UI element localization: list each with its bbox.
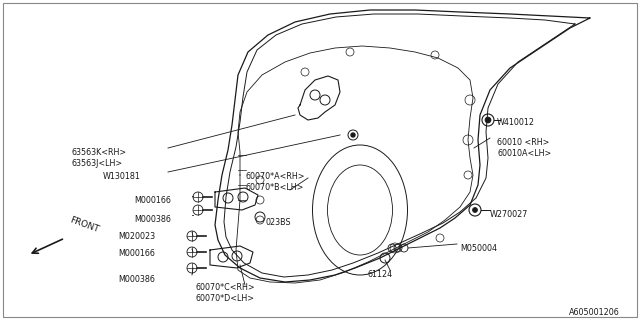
Circle shape [351,133,355,137]
Text: M000386: M000386 [134,215,171,224]
Text: 60010 <RH>
60010A<LH>: 60010 <RH> 60010A<LH> [497,138,551,158]
Circle shape [472,207,477,212]
Text: A605001206: A605001206 [569,308,620,317]
Text: M000166: M000166 [134,196,171,205]
Circle shape [485,117,491,123]
Text: W270027: W270027 [490,210,529,219]
Text: W130181: W130181 [103,172,141,181]
Text: M000386: M000386 [118,275,155,284]
Text: 023BS: 023BS [265,218,291,227]
Text: 61124: 61124 [367,270,392,279]
Text: M050004: M050004 [460,244,497,253]
Text: W410012: W410012 [497,118,535,127]
Text: 60070*A<RH>
60070*B<LH>: 60070*A<RH> 60070*B<LH> [245,172,305,192]
Text: FRONT: FRONT [68,215,100,234]
Text: 63563K<RH>
63563J<LH>: 63563K<RH> 63563J<LH> [72,148,127,168]
Text: M020023: M020023 [118,232,155,241]
Text: M000166: M000166 [118,249,155,258]
Text: 60070*C<RH>
60070*D<LH>: 60070*C<RH> 60070*D<LH> [196,283,255,303]
